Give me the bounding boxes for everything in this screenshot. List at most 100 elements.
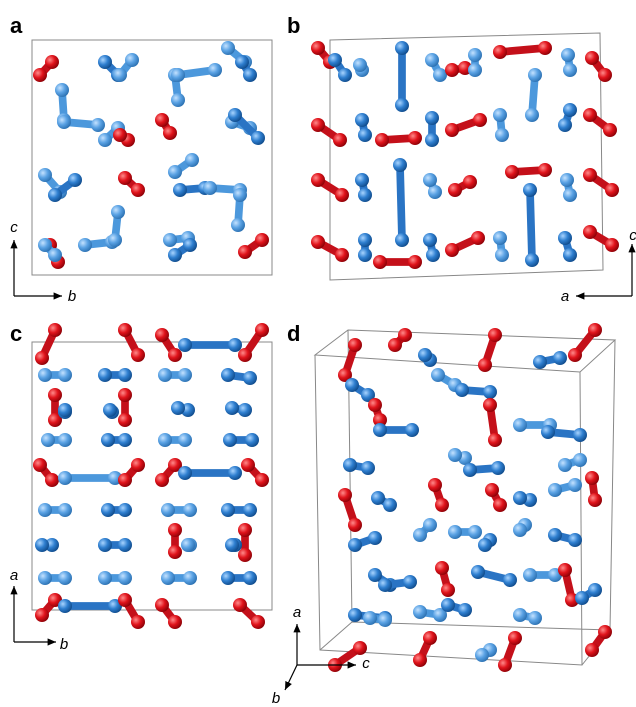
atom [493,45,507,59]
atom [35,351,49,365]
atom [118,171,132,185]
atom [111,205,125,219]
atom [425,133,439,147]
atom [243,571,257,585]
atom [455,383,469,397]
atom [475,648,489,662]
atom [558,231,572,245]
atom [345,378,359,392]
atom [348,338,362,352]
atom [513,523,527,537]
atom [598,625,612,639]
atom [168,523,182,537]
atom [488,328,502,342]
atom [468,63,482,77]
atom [58,403,72,417]
atom [425,111,439,125]
atom [368,398,382,412]
atom [241,458,255,472]
atom [118,433,132,447]
atom [523,568,537,582]
atom [255,233,269,247]
atom [178,338,192,352]
atom [173,183,187,197]
atom [45,55,59,69]
atom [423,233,437,247]
atom [558,118,572,132]
atom [243,371,257,385]
axis-label: b [272,690,280,707]
axis-label: a [561,288,569,305]
atom [311,235,325,249]
atom [573,428,587,442]
atom [155,328,169,342]
atom [588,583,602,597]
atom [38,168,52,182]
atom [495,248,509,262]
atom [118,571,132,585]
atom [158,433,172,447]
atom [183,571,197,585]
atom [395,98,409,112]
atom [378,613,392,627]
atom [243,503,257,517]
atom [505,165,519,179]
atom [48,248,62,262]
atom [426,248,440,262]
atom [168,348,182,362]
atom [235,55,249,69]
atom [48,323,62,337]
atom [158,368,172,382]
atom [78,238,92,252]
atom [605,238,619,252]
atom [463,463,477,477]
panel-label: d [287,321,300,346]
atom [168,248,182,262]
atom [493,231,507,245]
atom [373,423,387,437]
atom [98,55,112,69]
axis-label: c [629,227,636,244]
atom [98,571,112,585]
atom [225,401,239,415]
atom [333,133,347,147]
atom [238,403,252,417]
bond [530,190,532,260]
atom [38,503,52,517]
atom [221,368,235,382]
atom [423,518,437,532]
atom [58,433,72,447]
atom [428,185,442,199]
axis-label: a [10,567,18,584]
atom [373,255,387,269]
atom [238,245,252,259]
atom [221,503,235,517]
atom [468,525,482,539]
atom [588,323,602,337]
panel-label: a [10,13,23,38]
atom [398,328,412,342]
atom [561,48,575,62]
atom [311,41,325,55]
atom [355,113,369,127]
atom [468,48,482,62]
axis-label: c [10,219,18,236]
atom [118,323,132,337]
atom [513,491,527,505]
atom [558,563,572,577]
atom [358,128,372,142]
atom [435,498,449,512]
atom [48,188,62,202]
atom [103,403,117,417]
atom [448,183,462,197]
atom [348,518,362,532]
atom [38,368,52,382]
atom [445,63,459,77]
atom [57,115,71,129]
cell-box [32,40,272,275]
atom [155,598,169,612]
atom [168,545,182,559]
atom [255,323,269,337]
atom [171,68,185,82]
molecules [33,41,619,672]
